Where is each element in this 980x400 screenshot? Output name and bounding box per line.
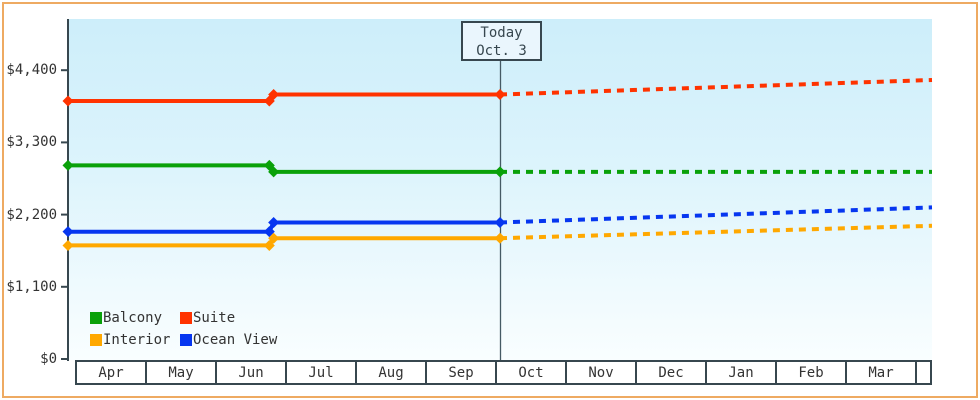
legend-item-interior: Interior <box>90 332 180 348</box>
legend-label: Balcony <box>103 310 163 326</box>
month-cell-jul: Jul <box>287 362 357 383</box>
month-cell-feb: Feb <box>777 362 847 383</box>
today-annotation-box: Today Oct. 3 <box>461 21 542 61</box>
legend-item-ocean-view: Ocean View <box>180 332 277 348</box>
month-label: Jul <box>308 364 334 381</box>
y-tick-label: $1,100 <box>6 278 57 295</box>
month-cell-dec: Dec <box>637 362 707 383</box>
y-tick-label: $3,300 <box>6 134 57 151</box>
legend-item-balcony: Balcony <box>90 310 180 326</box>
month-label: Oct <box>518 364 544 381</box>
month-label: Apr <box>98 364 124 381</box>
y-tick-label: $0 <box>40 351 57 367</box>
month-label: Mar <box>868 364 894 381</box>
legend: Balcony Suite Interior Ocean View <box>90 307 277 351</box>
month-label: Jan <box>728 364 754 381</box>
month-cell-empty <box>917 362 930 383</box>
month-label: Dec <box>658 364 684 381</box>
month-label: Aug <box>378 364 404 381</box>
legend-swatch-ocean-view <box>180 334 192 346</box>
legend-swatch-suite <box>180 312 192 324</box>
today-label: Today <box>480 25 523 41</box>
month-cell-jan: Jan <box>707 362 777 383</box>
month-cell-nov: Nov <box>567 362 637 383</box>
legend-item-suite: Suite <box>180 310 277 326</box>
legend-swatch-balcony <box>90 312 102 324</box>
month-label: Feb <box>798 364 824 381</box>
legend-label: Suite <box>193 310 236 326</box>
legend-swatch-interior <box>90 334 102 346</box>
x-axis-month-band: Apr May Jun Jul Aug Sep Oct Nov Dec Jan … <box>75 360 932 385</box>
legend-label: Interior <box>103 332 171 348</box>
month-cell-may: May <box>147 362 217 383</box>
month-label: Jun <box>238 364 264 381</box>
legend-label: Ocean View <box>193 332 278 348</box>
month-cell-mar: Mar <box>847 362 917 383</box>
month-cell-apr: Apr <box>77 362 147 383</box>
y-tick-label: $2,200 <box>6 206 57 223</box>
y-tick-label: $4,400 <box>6 62 57 79</box>
month-cell-sep: Sep <box>427 362 497 383</box>
month-label: Sep <box>448 364 474 381</box>
y-axis-labels: $4,400 $3,300 $2,200 $1,100 $0 <box>0 0 62 400</box>
month-label: May <box>168 364 194 381</box>
month-cell-jun: Jun <box>217 362 287 383</box>
month-cell-aug: Aug <box>357 362 427 383</box>
month-label: Nov <box>588 364 614 381</box>
month-cell-oct: Oct <box>497 362 567 383</box>
today-date: Oct. 3 <box>476 43 527 59</box>
